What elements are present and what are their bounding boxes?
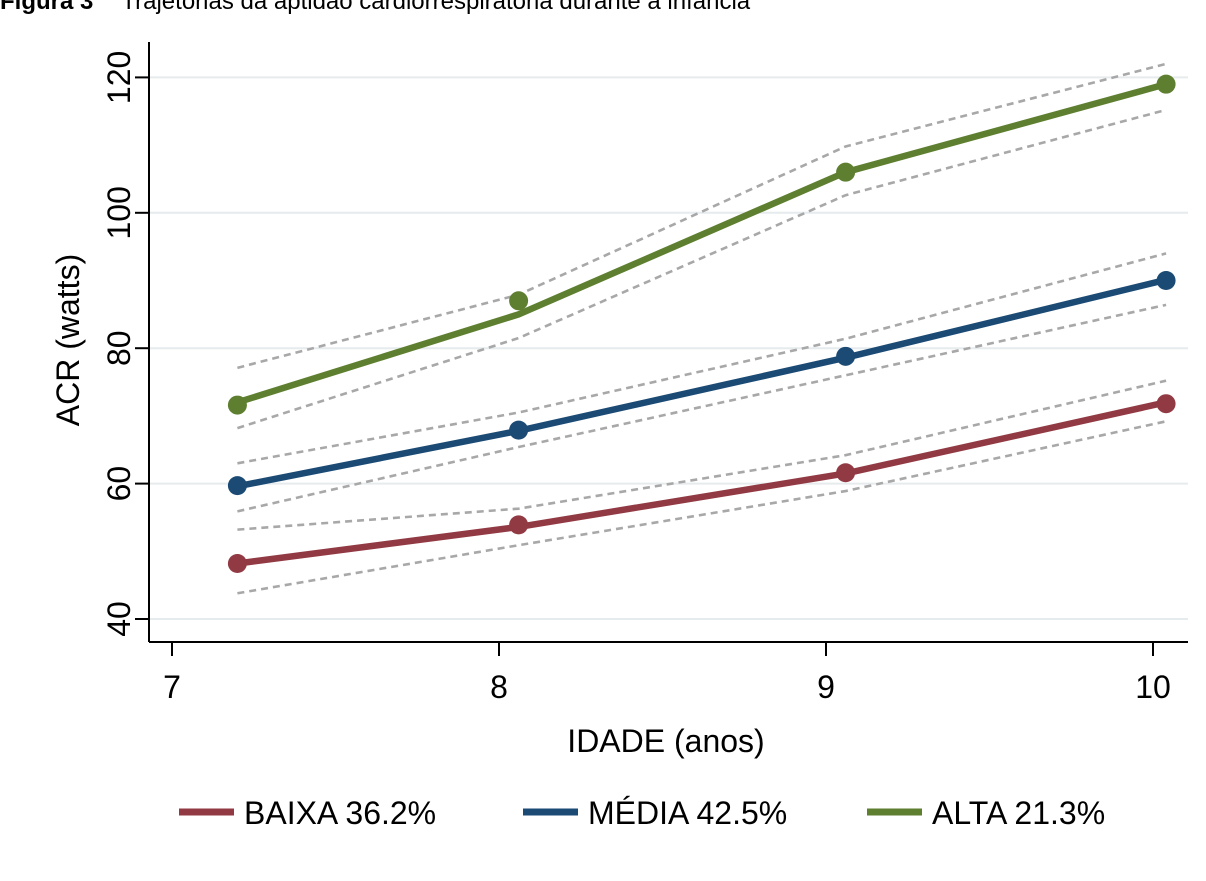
data-point-alta-0 <box>227 395 247 415</box>
x-tick-label-7: 7 <box>163 669 181 705</box>
data-point-media-3 <box>1156 271 1176 290</box>
x-tick-label-10: 10 <box>1135 669 1171 705</box>
series-line-alta <box>234 80 1170 406</box>
chart-background <box>10 16 1206 881</box>
series-points <box>227 74 1176 573</box>
ci-lower-baixa <box>237 420 1167 595</box>
y-tick-label-120: 120 <box>101 51 137 104</box>
data-point-media-2 <box>836 346 856 366</box>
ci-upper-alta <box>237 62 1167 370</box>
data-point-baixa-3 <box>1156 394 1176 414</box>
data-point-alta-1 <box>509 291 529 311</box>
x-tick-label-9: 9 <box>817 669 835 705</box>
data-point-media-0 <box>227 476 247 496</box>
y-tick-label-100: 100 <box>101 186 137 239</box>
series-lines <box>234 80 1170 567</box>
legend-label-baixa: BAIXA 36.2% <box>244 795 436 831</box>
figure-caption: Figura 3 Trajetórias da aptidão cardiorre… <box>0 0 1206 18</box>
figure-caption-text: Trajetórias da aptidão cardiorrespiratór… <box>121 0 751 15</box>
y-tick-label-60: 60 <box>101 466 137 502</box>
ci-upper-media <box>237 252 1167 465</box>
y-tick-label-80: 80 <box>101 330 137 366</box>
ci-lower-media <box>237 303 1167 513</box>
ci-lower-alta <box>237 108 1167 430</box>
data-point-alta-2 <box>836 162 856 182</box>
x-tick-label-8: 8 <box>490 669 508 705</box>
data-point-baixa-0 <box>227 553 247 573</box>
legend-label-media: MÉDIA 42.5% <box>588 795 787 831</box>
data-point-baixa-2 <box>836 463 856 483</box>
y-axis-label: ACR (watts) <box>50 254 86 426</box>
legend: BAIXA 36.2% MÉDIA 42.5% ALTA 21.3% <box>179 795 1105 831</box>
legend-label-alta: ALTA 21.3% <box>932 795 1105 831</box>
data-point-alta-3 <box>1156 74 1176 94</box>
x-axis-label: IDADE (anos) <box>567 723 764 759</box>
axes: 40 60 80 100 120 7 8 9 10 <box>101 42 1188 705</box>
ci-upper-baixa <box>237 379 1167 531</box>
series-line-media <box>234 276 1170 490</box>
confidence-intervals <box>237 62 1167 595</box>
series-line-baixa <box>234 399 1170 567</box>
data-point-baixa-1 <box>509 515 529 535</box>
y-tick-label-40: 40 <box>101 601 137 637</box>
figure-label: Figura 3 <box>0 0 94 15</box>
data-point-media-1 <box>509 420 529 440</box>
